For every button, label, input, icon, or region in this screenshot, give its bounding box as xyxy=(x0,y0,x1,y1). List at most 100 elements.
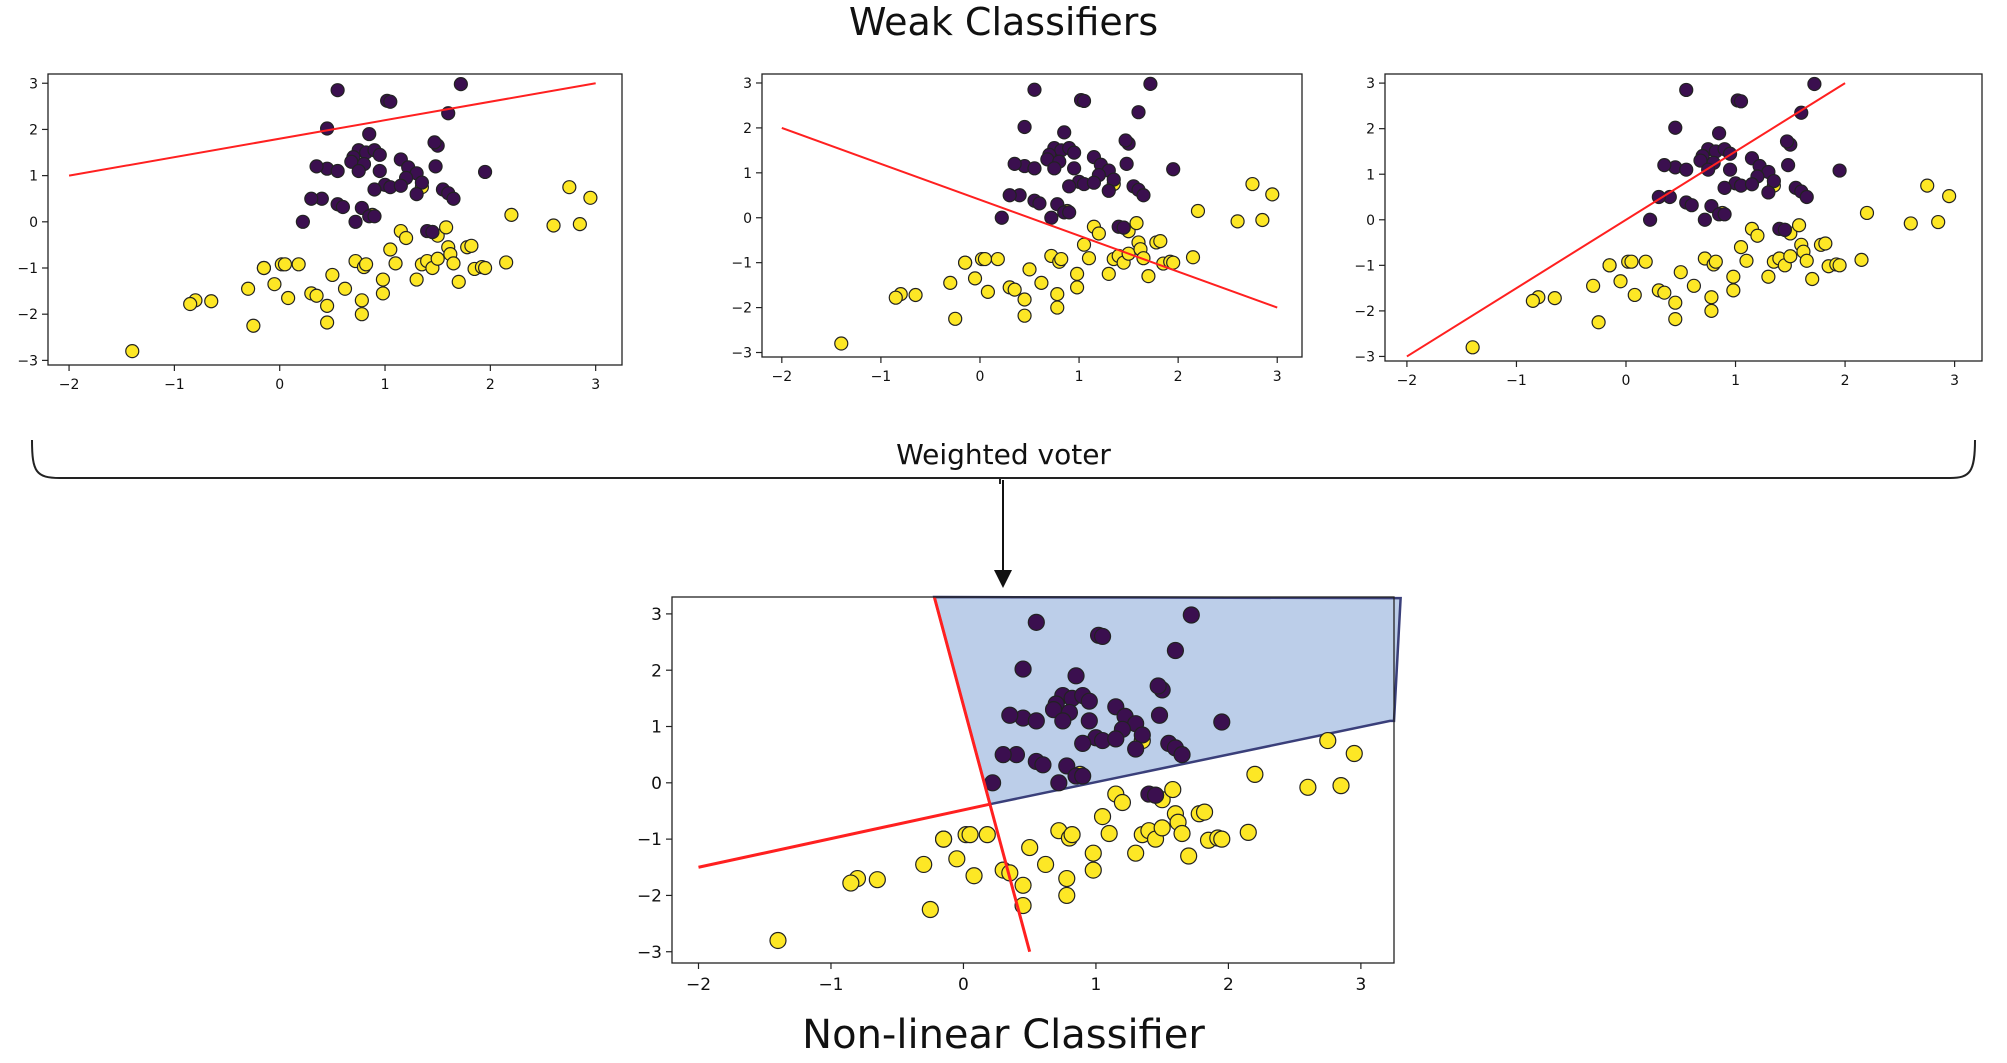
y-tick-label: 3 xyxy=(29,76,38,92)
voter-arrow-head xyxy=(994,570,1012,588)
point-class-dark xyxy=(1136,188,1151,203)
point-class-light xyxy=(990,251,1005,267)
point-class-light xyxy=(958,255,973,270)
point-class-light xyxy=(354,307,369,322)
y-tick-label: 1 xyxy=(651,718,662,738)
point-class-light xyxy=(977,251,993,267)
point-class-dark xyxy=(1668,120,1683,135)
point-class-light xyxy=(1164,780,1182,799)
point-class-light xyxy=(1153,819,1171,837)
point-class-light xyxy=(1668,295,1683,310)
point-class-light xyxy=(948,311,963,326)
point-class-light xyxy=(769,931,787,950)
point-class-dark xyxy=(1093,627,1112,646)
point-class-light xyxy=(1739,253,1754,268)
point-class-light xyxy=(908,287,923,303)
x-tick-label: 3 xyxy=(1273,369,1282,385)
point-class-light xyxy=(241,281,256,296)
weighted-voter-brace xyxy=(31,439,1976,484)
y-tick-label: 1 xyxy=(1366,167,1375,183)
x-tick-label: 1 xyxy=(1091,975,1102,995)
point-class-light xyxy=(562,180,577,195)
point-class-dark xyxy=(1744,177,1760,192)
point-class-dark xyxy=(1779,134,1795,149)
point-class-light xyxy=(246,318,261,333)
point-class-dark xyxy=(1074,767,1092,785)
point-class-light xyxy=(1239,823,1257,841)
point-class-dark xyxy=(1101,183,1116,198)
x-tick-label: 3 xyxy=(1950,373,1959,389)
point-class-light xyxy=(1799,253,1814,268)
point-class-light xyxy=(1859,205,1875,221)
x-tick-label: −2 xyxy=(59,377,80,393)
x-tick-label: 2 xyxy=(1174,369,1183,385)
point-class-dark xyxy=(1213,713,1231,731)
point-class-light xyxy=(1084,844,1102,862)
point-class-dark xyxy=(425,224,440,240)
point-class-light xyxy=(888,290,903,305)
point-class-dark xyxy=(372,147,387,162)
point-class-light xyxy=(842,874,860,892)
point-class-light xyxy=(1180,847,1198,865)
y-tick-label: 2 xyxy=(651,661,662,681)
point-class-light xyxy=(309,288,324,303)
point-class-light xyxy=(1931,214,1946,230)
point-class-light xyxy=(1017,292,1032,307)
point-class-dark xyxy=(1107,730,1125,748)
point-class-light xyxy=(1050,287,1065,302)
point-class-dark xyxy=(1027,613,1045,631)
point-class-dark xyxy=(1807,76,1822,92)
y-tick-label: 2 xyxy=(29,122,38,138)
point-class-light xyxy=(1668,311,1683,327)
point-class-light xyxy=(967,271,983,286)
point-class-light xyxy=(1733,240,1749,255)
point-class-light xyxy=(504,207,519,222)
point-class-light xyxy=(1525,293,1540,308)
weighted-voter-label: Weighted voter xyxy=(896,438,1111,471)
point-class-dark xyxy=(1034,756,1052,774)
point-class-dark xyxy=(994,210,1009,225)
y-tick-label: 3 xyxy=(743,76,752,92)
point-class-light xyxy=(1591,315,1606,330)
point-class-light xyxy=(1050,300,1065,315)
y-tick-label: 0 xyxy=(651,774,662,794)
x-tick-label: 0 xyxy=(1622,373,1631,389)
y-tick-label: −3 xyxy=(637,943,662,963)
x-tick-label: 0 xyxy=(958,975,969,995)
point-class-dark xyxy=(393,178,408,193)
point-class-light xyxy=(1686,278,1702,293)
point-class-dark xyxy=(1133,726,1151,744)
point-class-dark xyxy=(1014,660,1032,678)
x-tick-label: 3 xyxy=(591,377,600,393)
point-class-light xyxy=(1726,283,1741,298)
y-tick-label: −2 xyxy=(637,887,662,907)
x-tick-label: −1 xyxy=(164,377,185,393)
point-class-light xyxy=(1190,203,1206,219)
point-class-light xyxy=(1920,178,1935,193)
point-class-light xyxy=(383,242,398,257)
point-class-light xyxy=(204,294,219,309)
point-class-light xyxy=(1602,258,1617,273)
point-class-light xyxy=(1021,838,1039,857)
point-class-dark xyxy=(1149,677,1167,695)
point-class-light xyxy=(1101,266,1116,281)
point-class-dark xyxy=(1080,692,1098,710)
point-class-light xyxy=(499,255,514,270)
weak-classifier-plot-3: −2 −1 0 1 2 3 −3 −2 −1 0 1 2 3 xyxy=(1354,73,1983,389)
point-class-light xyxy=(1058,869,1076,888)
point-class-light xyxy=(1113,793,1132,812)
point-class-dark xyxy=(1050,774,1068,792)
point-class-light xyxy=(1230,214,1245,229)
point-class-light xyxy=(1750,228,1765,243)
point-class-light xyxy=(1627,287,1642,303)
x-tick-label: −1 xyxy=(818,975,843,995)
point-class-light xyxy=(921,900,939,919)
point-class-light xyxy=(1195,803,1214,821)
point-class-light xyxy=(1255,212,1270,228)
y-tick-label: 0 xyxy=(743,211,752,227)
point-class-light xyxy=(1783,249,1798,264)
point-class-dark xyxy=(1781,158,1796,173)
point-class-dark xyxy=(320,121,335,136)
decision-boundary-line xyxy=(781,126,1278,309)
point-class-light xyxy=(1245,176,1260,192)
